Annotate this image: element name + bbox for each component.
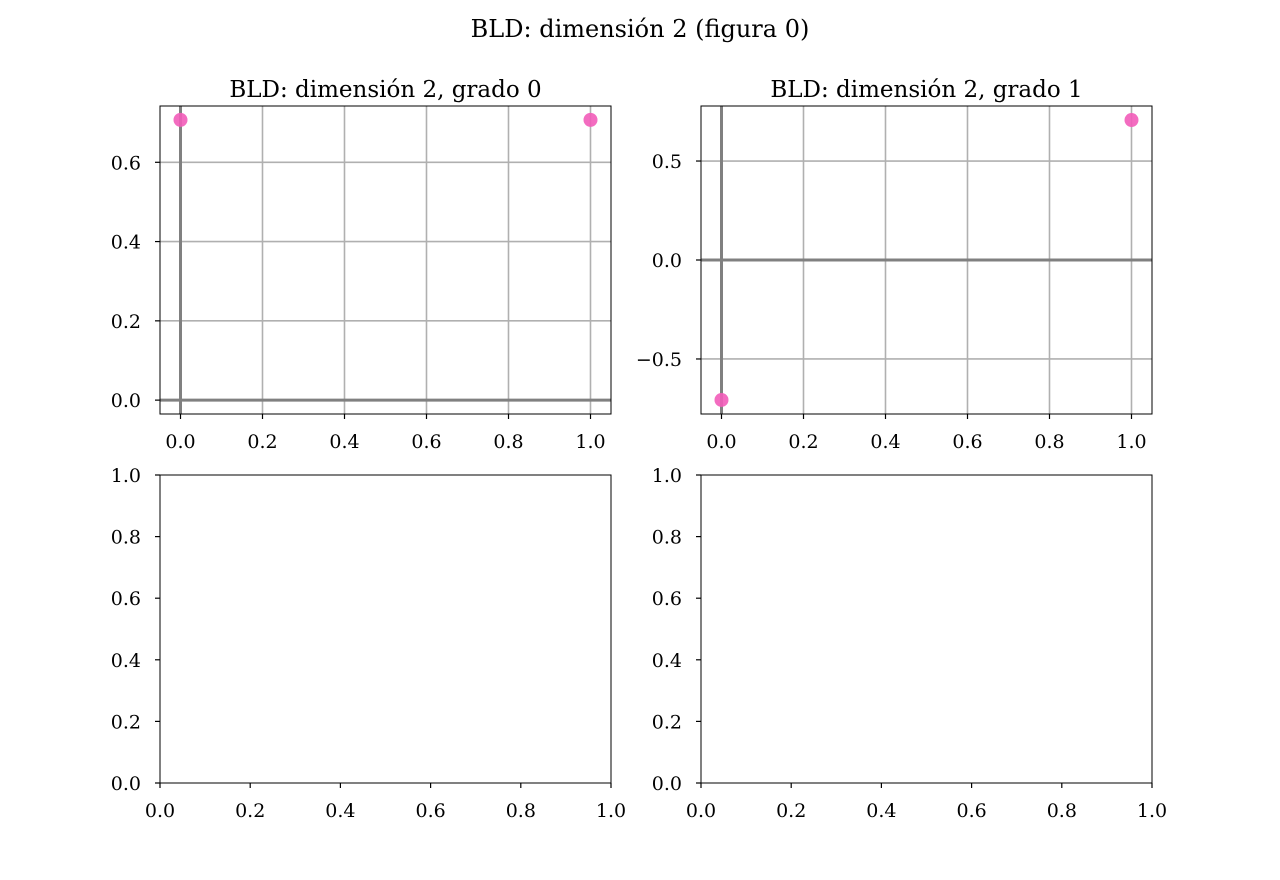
x-tick-label-4: 0.8 [493,431,523,453]
x-tick-label-3: 0.6 [415,800,445,822]
subplot-3: 0.0 0.2 0.4 0.6 0.8 1.0 0.0 0.2 0.4 0.6 0.8 1.0 [652,465,1167,822]
figure-title: BLD: dimensión 2 (figura 0) [470,15,810,43]
subplot-1: 0.0 0.2 0.4 0.6 0.8 1.0 −0.5 0.0 0.5 BLD: dimensi… [636,77,1153,453]
x-tick-label-3: 0.6 [952,431,982,453]
y-tick-label-5: 1.0 [652,465,682,487]
x-tick-label-0: 0.0 [145,800,175,822]
x-tick-label-1: 0.2 [776,800,806,822]
x-tick-label-4: 0.8 [1034,431,1064,453]
x-tick-label-3: 0.6 [411,431,441,453]
data-point-0 [173,112,188,127]
y-tick-label-5: 1.0 [111,465,141,487]
x-tick-label-0: 0.0 [165,431,195,453]
data-point-0 [714,392,729,407]
x-tick-label-1: 0.2 [788,431,818,453]
x-tick-label-0: 0.0 [686,800,716,822]
axes-frame [700,474,1153,784]
subplot-title-1: BLD: dimensión 2, grado 1 [770,77,1082,103]
x-tick-label-1: 0.2 [247,431,277,453]
x-tick-label-2: 0.4 [329,431,359,453]
y-tick-label-0: 0.0 [111,390,141,412]
x-tick-label-5: 1.0 [1137,800,1167,822]
y-tick-label-1: 0.2 [111,311,141,333]
y-tick-label-2: 0.4 [111,650,141,672]
y-tick-label-1: 0.2 [111,711,141,733]
y-tick-label-3: 0.6 [111,588,141,610]
y-tick-label-4: 0.8 [652,527,682,549]
subplot-2: 0.0 0.2 0.4 0.6 0.8 1.0 0.0 0.2 0.4 0.6 0.8 1.0 [111,465,626,822]
x-tick-label-2: 0.4 [866,800,896,822]
subplot-title-0: BLD: dimensión 2, grado 0 [229,77,541,103]
y-tick-label-3: 0.6 [652,588,682,610]
x-tick-label-5: 1.0 [1116,431,1146,453]
y-tick-label-1: 0.2 [652,711,682,733]
y-tick-label-3: 0.6 [111,152,141,174]
y-tick-label-0: 0.0 [111,773,141,795]
y-tick-label-0: 0.0 [652,773,682,795]
y-tick-label-4: 0.8 [111,527,141,549]
y-tick-label-2: 0.4 [652,650,682,672]
data-point-1 [583,112,598,127]
x-tick-label-5: 1.0 [596,800,626,822]
x-tick-label-3: 0.6 [956,800,986,822]
y-tick-label-2: 0.5 [652,151,682,173]
axes-frame [159,105,612,415]
y-tick-label-2: 0.4 [111,232,141,254]
x-tick-label-5: 1.0 [575,431,605,453]
x-tick-label-0: 0.0 [706,431,736,453]
x-tick-label-4: 0.8 [506,800,536,822]
x-tick-label-2: 0.4 [870,431,900,453]
data-point-1 [1124,113,1139,128]
x-tick-label-1: 0.2 [235,800,265,822]
x-tick-label-2: 0.4 [325,800,355,822]
y-tick-label-0: −0.5 [636,349,682,371]
x-tick-label-4: 0.8 [1047,800,1077,822]
subplot-0: 0.0 0.2 0.4 0.6 0.8 1.0 0.0 0.2 0.4 0.6 BLD: dimen… [111,77,612,453]
axes-frame [159,474,612,784]
y-tick-label-1: 0.0 [652,250,682,272]
